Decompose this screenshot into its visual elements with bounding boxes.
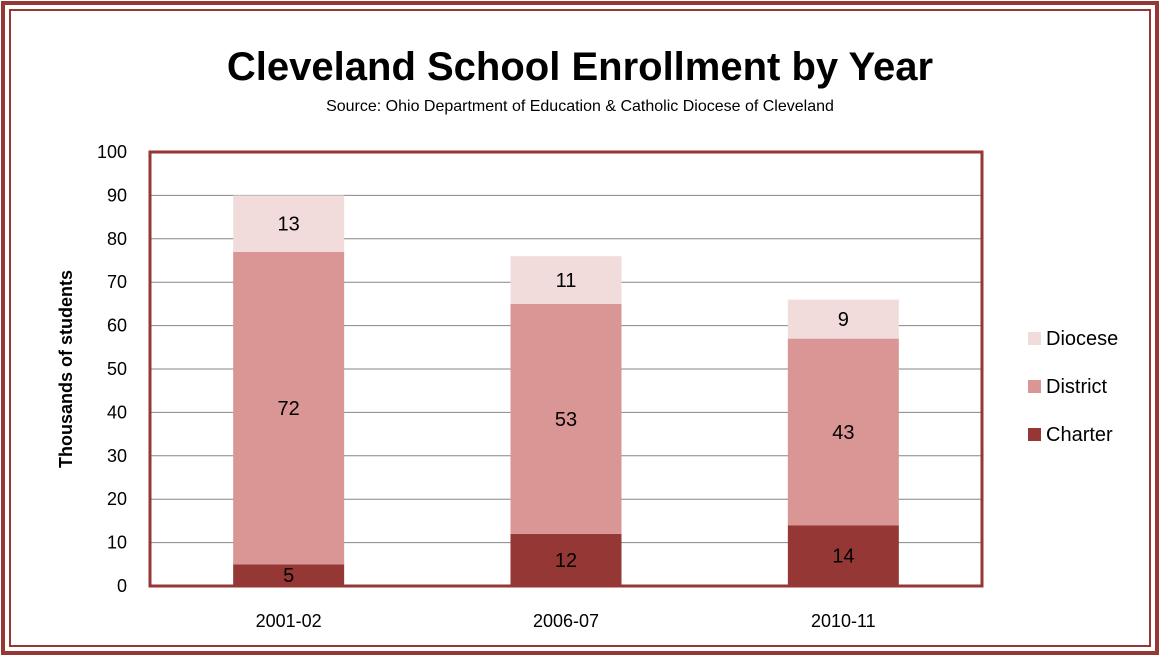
bar-segment-diocese	[510, 256, 622, 304]
x-axis-ticks: 2001-02 2006-07 2010-11	[256, 611, 876, 631]
y-tick-label: 60	[107, 316, 127, 336]
data-labels: 5 72 13 12 53 11 14 43 9	[278, 214, 855, 588]
y-tick-label: 40	[107, 402, 127, 422]
y-tick-label: 100	[97, 142, 127, 162]
bar-segment-district	[510, 303, 622, 534]
y-tick-label: 50	[107, 359, 127, 379]
bar-segment-charter	[510, 533, 622, 586]
chart-title: Cleveland School Enrollment by Year	[227, 45, 933, 89]
legend-label-district: District	[1046, 376, 1108, 398]
y-tick-label: 70	[107, 272, 127, 292]
data-label: 9	[838, 309, 849, 331]
legend-swatch-diocese	[1028, 332, 1041, 345]
bar-segment-district	[787, 338, 899, 526]
legend-label-diocese: Diocese	[1046, 328, 1118, 350]
y-axis-ticks: 0 10 20 30 40 50 60 70 80 90 100	[97, 142, 127, 596]
bars	[233, 195, 899, 586]
y-tick-label: 20	[107, 489, 127, 509]
x-tick-label: 2010-11	[811, 611, 876, 631]
plot-area-border	[148, 150, 984, 588]
data-label: 43	[832, 422, 854, 444]
bar-segment-charter	[787, 525, 899, 586]
bar-segment-charter	[233, 564, 345, 586]
bar-segment-diocese	[233, 195, 345, 252]
inner-frame-border	[9, 9, 1151, 647]
bar-segment-diocese	[787, 299, 899, 339]
data-label: 13	[278, 214, 300, 236]
data-label: 11	[556, 270, 577, 292]
data-label: 12	[555, 550, 577, 572]
y-axis-label: Thousands of students	[56, 270, 76, 468]
legend-swatch-charter	[1028, 428, 1041, 441]
chart-subtitle: Source: Ohio Department of Education & C…	[326, 98, 834, 115]
legend-swatch-district	[1028, 380, 1041, 393]
data-label: 53	[555, 409, 577, 431]
x-tick-label: 2001-02	[256, 611, 322, 631]
data-label: 5	[283, 565, 294, 587]
y-tick-label: 30	[107, 446, 127, 466]
y-tick-label: 90	[107, 185, 127, 205]
x-tick-label: 2006-07	[533, 611, 599, 631]
legend-label-charter: Charter	[1046, 424, 1113, 446]
data-label: 72	[278, 398, 300, 420]
y-tick-label: 0	[117, 576, 127, 596]
data-label: 14	[832, 546, 854, 568]
bar-segment-district	[233, 251, 345, 565]
y-tick-label: 10	[107, 533, 127, 553]
legend: Diocese District Charter	[1028, 328, 1118, 446]
y-tick-label: 80	[107, 229, 127, 249]
